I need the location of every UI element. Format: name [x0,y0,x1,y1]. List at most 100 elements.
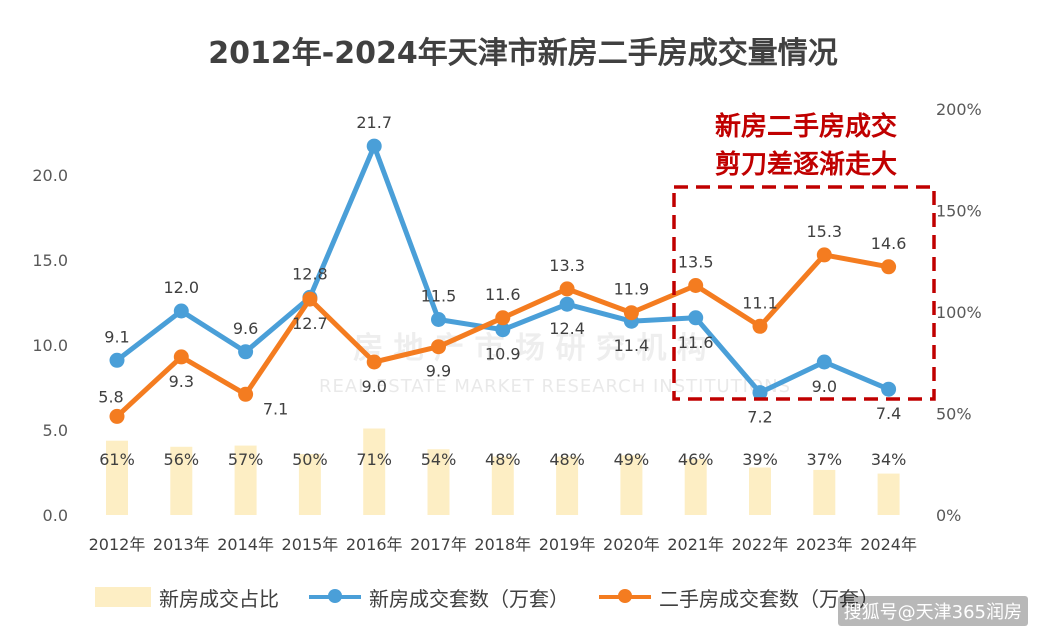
data-label-new-count: 11.6 [678,333,714,352]
point-new-count [752,385,768,401]
bar-new-share [813,469,836,515]
legend-swatch-bar [95,587,151,607]
data-label-second-count: 15.3 [806,222,842,241]
point-new-count [688,310,704,326]
data-label-second-count: 9.3 [169,372,194,391]
data-label-second-count: 9.0 [361,377,386,396]
bar-new-share [620,455,643,515]
data-label-new-count: 9.6 [233,319,258,338]
data-label-new-count: 21.7 [356,113,392,132]
bar-new-share [684,458,707,515]
x-axis-tick-label: 2018年 [474,535,531,554]
left-axis-tick-label: 20.0 [32,166,68,185]
data-label-new-share: 50% [292,450,328,469]
legend-swatch-orange-line [599,589,651,603]
point-second-count [109,408,125,424]
x-axis-tick-label: 2014年 [217,535,274,554]
point-new-count [495,322,511,338]
data-label-new-share: 34% [871,450,907,469]
data-label-new-share: 48% [485,450,521,469]
watermark-english: REAL ESTATE MARKET RESEARCH INSTITUTIONS [319,376,791,397]
legend-item-new-count: 新房成交套数（万套） [309,583,569,612]
legend-label-second-count: 二手房成交套数（万套） [659,586,879,611]
data-label-second-count: 13.5 [678,253,714,272]
point-new-count [366,138,382,154]
left-axis-tick-label: 15.0 [32,251,68,270]
x-axis-tick-label: 2016年 [346,535,403,554]
point-second-count [173,349,189,365]
data-label-new-count: 7.4 [876,404,901,423]
data-label-new-share: 54% [421,450,457,469]
bar-new-share [877,473,900,515]
watermark-chinese: 房 地 产 市 场 研 究 机 构 [353,331,707,366]
point-second-count [816,247,832,263]
data-label-second-count: 14.6 [871,234,907,253]
data-label-new-count: 10.9 [485,345,521,364]
bar-new-share [749,467,771,515]
x-axis-tick-label: 2020年 [603,535,660,554]
bar-new-share [298,454,321,515]
right-axis-tick-label: 150% [936,202,982,221]
data-label-second-count: 11.6 [485,285,521,304]
bar-new-share [556,456,579,515]
point-second-count [495,310,511,326]
x-axis-tick-label: 2023年 [796,535,853,554]
data-label-new-share: 61% [99,450,135,469]
point-new-count [816,354,832,370]
data-label-new-count: 12.8 [292,264,328,283]
credit-watermark: 搜狐号@天津365润房 [837,596,1028,626]
point-second-count [559,281,575,297]
data-label-new-share: 56% [164,450,200,469]
bar-new-share [106,440,128,515]
data-label-new-share: 46% [678,450,714,469]
right-axis-tick-label: 100% [936,303,982,322]
data-label-second-count: 13.3 [549,256,585,275]
x-axis-tick-label: 2021年 [667,535,724,554]
legend: 新房成交占比 新房成交套数（万套） 二手房成交套数（万套） [95,582,909,612]
data-label-new-share: 71% [356,450,392,469]
data-label-second-count: 9.9 [426,362,451,381]
legend-swatch-blue-line [309,589,361,603]
data-label-second-count: 11.9 [614,280,650,299]
point-second-count [688,278,704,293]
data-label-second-count: 5.8 [98,387,123,406]
bar-new-share [363,428,386,515]
right-axis-tick-label: 200% [936,100,982,119]
data-label-new-count: 9.1 [104,327,129,346]
point-new-count [559,296,575,312]
point-second-count [238,386,254,402]
bar-new-share [427,449,450,515]
point-second-count [302,291,318,307]
left-axis-tick-label: 10.0 [32,336,68,355]
point-second-count [752,318,768,334]
point-new-count [173,303,189,319]
right-axis-tick-label: 0% [936,506,961,525]
data-label-new-count: 12.0 [163,278,199,297]
data-label-new-count: 7.2 [747,408,772,427]
point-second-count [881,259,897,275]
point-new-count [238,344,254,360]
annotation-callout: 新房二手房成交 剪刀差逐渐走大 [676,108,936,184]
bar-new-share [170,446,193,515]
data-label-second-count: 12.7 [292,314,328,333]
x-axis-tick-label: 2024年 [860,535,917,554]
right-axis-tick-label: 50% [936,405,972,424]
x-axis-tick-label: 2019年 [539,535,596,554]
legend-label-new-share: 新房成交占比 [159,586,279,611]
point-new-count [881,381,897,397]
x-axis-tick-label: 2022年 [732,535,789,554]
annotation-line-1: 新房二手房成交 [714,112,897,142]
left-axis-tick-label: 5.0 [43,421,68,440]
legend-item-new-share: 新房成交占比 [95,583,279,612]
x-axis-tick-label: 2013年 [153,535,210,554]
bar-new-share [491,456,514,515]
data-label-second-count: 7.1 [263,399,288,418]
data-label-new-share: 57% [228,450,264,469]
data-label-second-count: 11.1 [742,293,778,312]
data-label-new-share: 49% [614,450,650,469]
legend-item-second-count: 二手房成交套数（万套） [599,583,879,612]
legend-label-new-count: 新房成交套数（万套） [369,586,569,611]
point-second-count [623,305,639,321]
annotation-highlight-box [672,185,936,401]
